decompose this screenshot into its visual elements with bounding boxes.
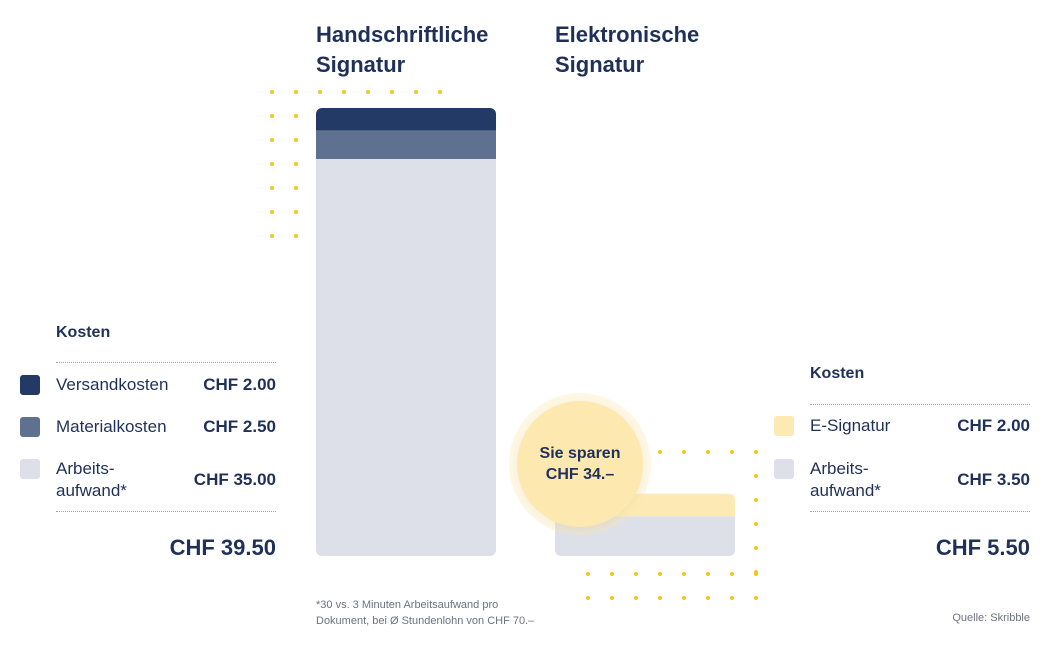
left-legend-heading: Kosten (56, 324, 111, 341)
esignatur-swatch (774, 416, 794, 436)
right-legend-divider-bottom (810, 511, 1030, 512)
source-credit: Quelle: Skribble (952, 612, 1030, 624)
dot-pattern-right-side (754, 474, 758, 574)
materialkosten-swatch (20, 417, 40, 437)
right-legend-item-esignatur: E-Signatur CHF 2.00 (774, 415, 1030, 437)
left-total: CHF 39.50 (169, 535, 276, 560)
legend-label: Arbeits- aufwand* (56, 459, 127, 500)
column-title-handwritten: Handschriftliche Signatur (316, 22, 489, 77)
savings-badge-text: Sie sparen CHF 34.– (539, 445, 621, 483)
legend-value: CHF 3.50 (957, 470, 1030, 489)
savings-badge: Sie sparen CHF 34.– (517, 401, 643, 527)
bar-group-0 (316, 108, 496, 556)
bar-segment-materialkosten (316, 130, 496, 160)
dot-pattern-top (270, 90, 442, 94)
left-legend-item-versandkosten: Versandkosten CHF 2.00 (20, 374, 276, 396)
right-legend-heading: Kosten (810, 365, 865, 382)
left-legend-divider-bottom (56, 511, 276, 512)
legend-label: Versandkosten (56, 375, 169, 394)
legend-label: E-Signatur (810, 416, 891, 435)
legend-value: CHF 2.50 (203, 417, 276, 436)
left-legend-item-materialkosten: Materialkosten CHF 2.50 (20, 416, 276, 438)
bar-segment-arbeitsaufwand (316, 159, 496, 556)
right-legend-divider-top (810, 404, 1030, 405)
left-legend-divider-top (56, 362, 276, 363)
dot-pattern-bottom (586, 572, 758, 600)
legend-label: Materialkosten (56, 417, 167, 436)
footnote: *30 vs. 3 Minuten Arbeitsaufwand pro Dok… (316, 599, 535, 627)
legend-value: CHF 2.00 (203, 375, 276, 394)
bar-segment-versandkosten (316, 108, 496, 131)
dot-pattern-left (270, 114, 298, 238)
right-total: CHF 5.50 (935, 535, 1030, 560)
arbeitsaufwand-swatch (20, 459, 40, 479)
arbeitsaufwand-swatch (774, 459, 794, 479)
legend-label: Arbeits- aufwand* (810, 459, 881, 500)
right-legend-item-arbeitsaufwand: Arbeits- aufwand* CHF 3.50 (774, 457, 1030, 503)
legend-value: CHF 35.00 (193, 470, 276, 489)
left-legend-item-arbeitsaufwand: Arbeits- aufwand* CHF 35.00 (20, 457, 276, 503)
legend-value: CHF 2.00 (957, 416, 1030, 435)
column-title-electronic: Elektronische Signatur (555, 22, 700, 77)
versandkosten-swatch (20, 375, 40, 395)
